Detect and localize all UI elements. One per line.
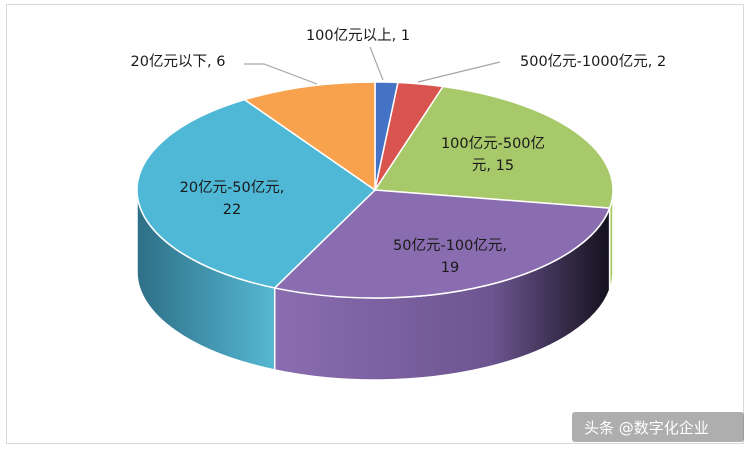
pie-slice-4 xyxy=(136,98,377,289)
leader-lines xyxy=(244,46,501,85)
data-label-2: 100亿元-500亿元, 15 xyxy=(441,135,545,174)
data-label-3: 50亿元-100亿元, 19 xyxy=(393,237,507,276)
pie-slice-3 xyxy=(273,189,611,299)
data-label-1: 500亿元-1000亿元, 2 xyxy=(520,53,666,70)
data-label-5: 20亿元以下, 6 xyxy=(131,53,226,70)
watermark-text: 头条 @数字化企业 xyxy=(584,419,709,437)
data-labels: 100亿元以上, 1 500亿元-1000亿元, 2 100亿元-500亿元, 15… xyxy=(131,27,667,276)
leader-line-0 xyxy=(369,46,384,81)
pie-slices xyxy=(136,81,614,299)
data-label-4: 20亿元-50亿元, 22 xyxy=(180,179,285,218)
leader-line-1 xyxy=(417,61,501,83)
pie-slice-2 xyxy=(373,85,614,209)
leader-line-5 xyxy=(244,63,318,85)
data-label-0: 100亿元以上, 1 xyxy=(306,27,410,44)
watermark: 头条 @数字化企业 xyxy=(572,412,744,442)
pie-slice-5 xyxy=(242,81,376,192)
